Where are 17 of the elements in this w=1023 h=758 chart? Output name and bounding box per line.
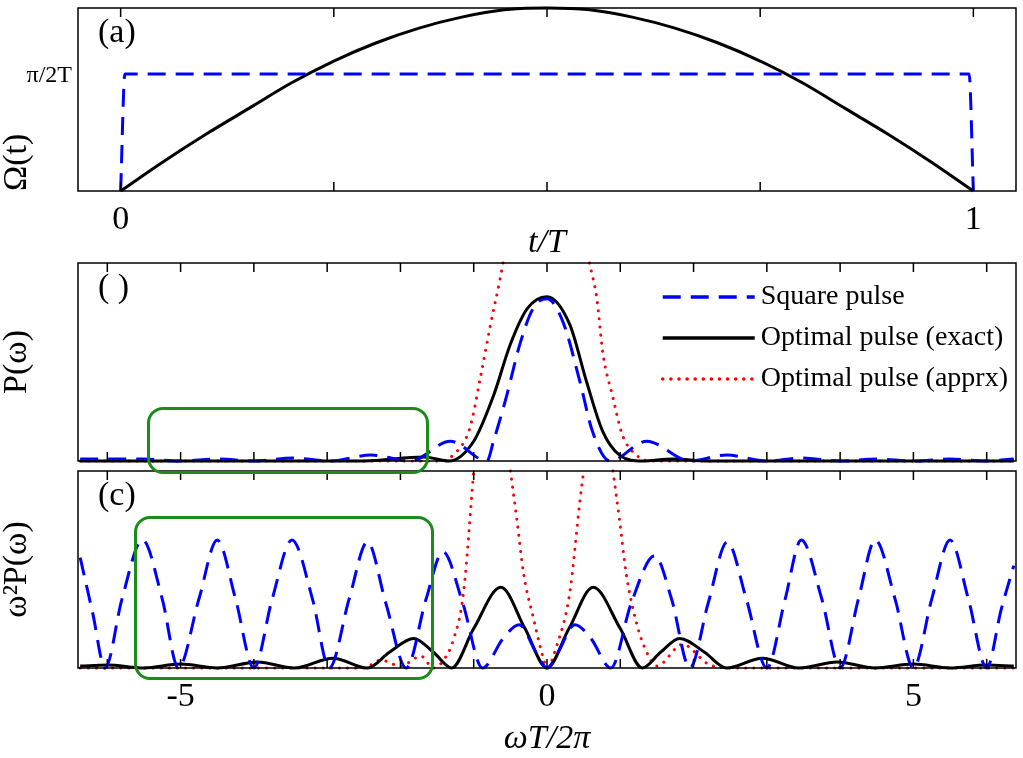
annotation: (a) bbox=[98, 11, 136, 50]
legend-label: Square pulse bbox=[760, 279, 905, 311]
y-axis-title: P(ω) bbox=[0, 330, 34, 394]
annotation: (c) bbox=[98, 474, 136, 513]
annotation: ( ) bbox=[98, 266, 130, 305]
x-tick-label: 1 bbox=[964, 198, 982, 236]
legend-label: Optimal pulse (apprx) bbox=[760, 361, 1009, 393]
x-tick-label: 0 bbox=[112, 198, 130, 236]
x-tick-label: -5 bbox=[166, 675, 195, 713]
x-tick-label: 5 bbox=[904, 675, 922, 713]
y-axis-title: Ω(t) bbox=[0, 133, 34, 191]
text: π/2T bbox=[26, 61, 73, 88]
y-axis-title: ω²P(ω) bbox=[0, 521, 34, 618]
x-tick-label: 0 bbox=[538, 675, 556, 713]
x-axis-title: ωT/2π bbox=[503, 717, 592, 755]
x-axis-title: t/T bbox=[528, 221, 568, 259]
legend-label: Optimal pulse (exact) bbox=[760, 320, 1004, 352]
